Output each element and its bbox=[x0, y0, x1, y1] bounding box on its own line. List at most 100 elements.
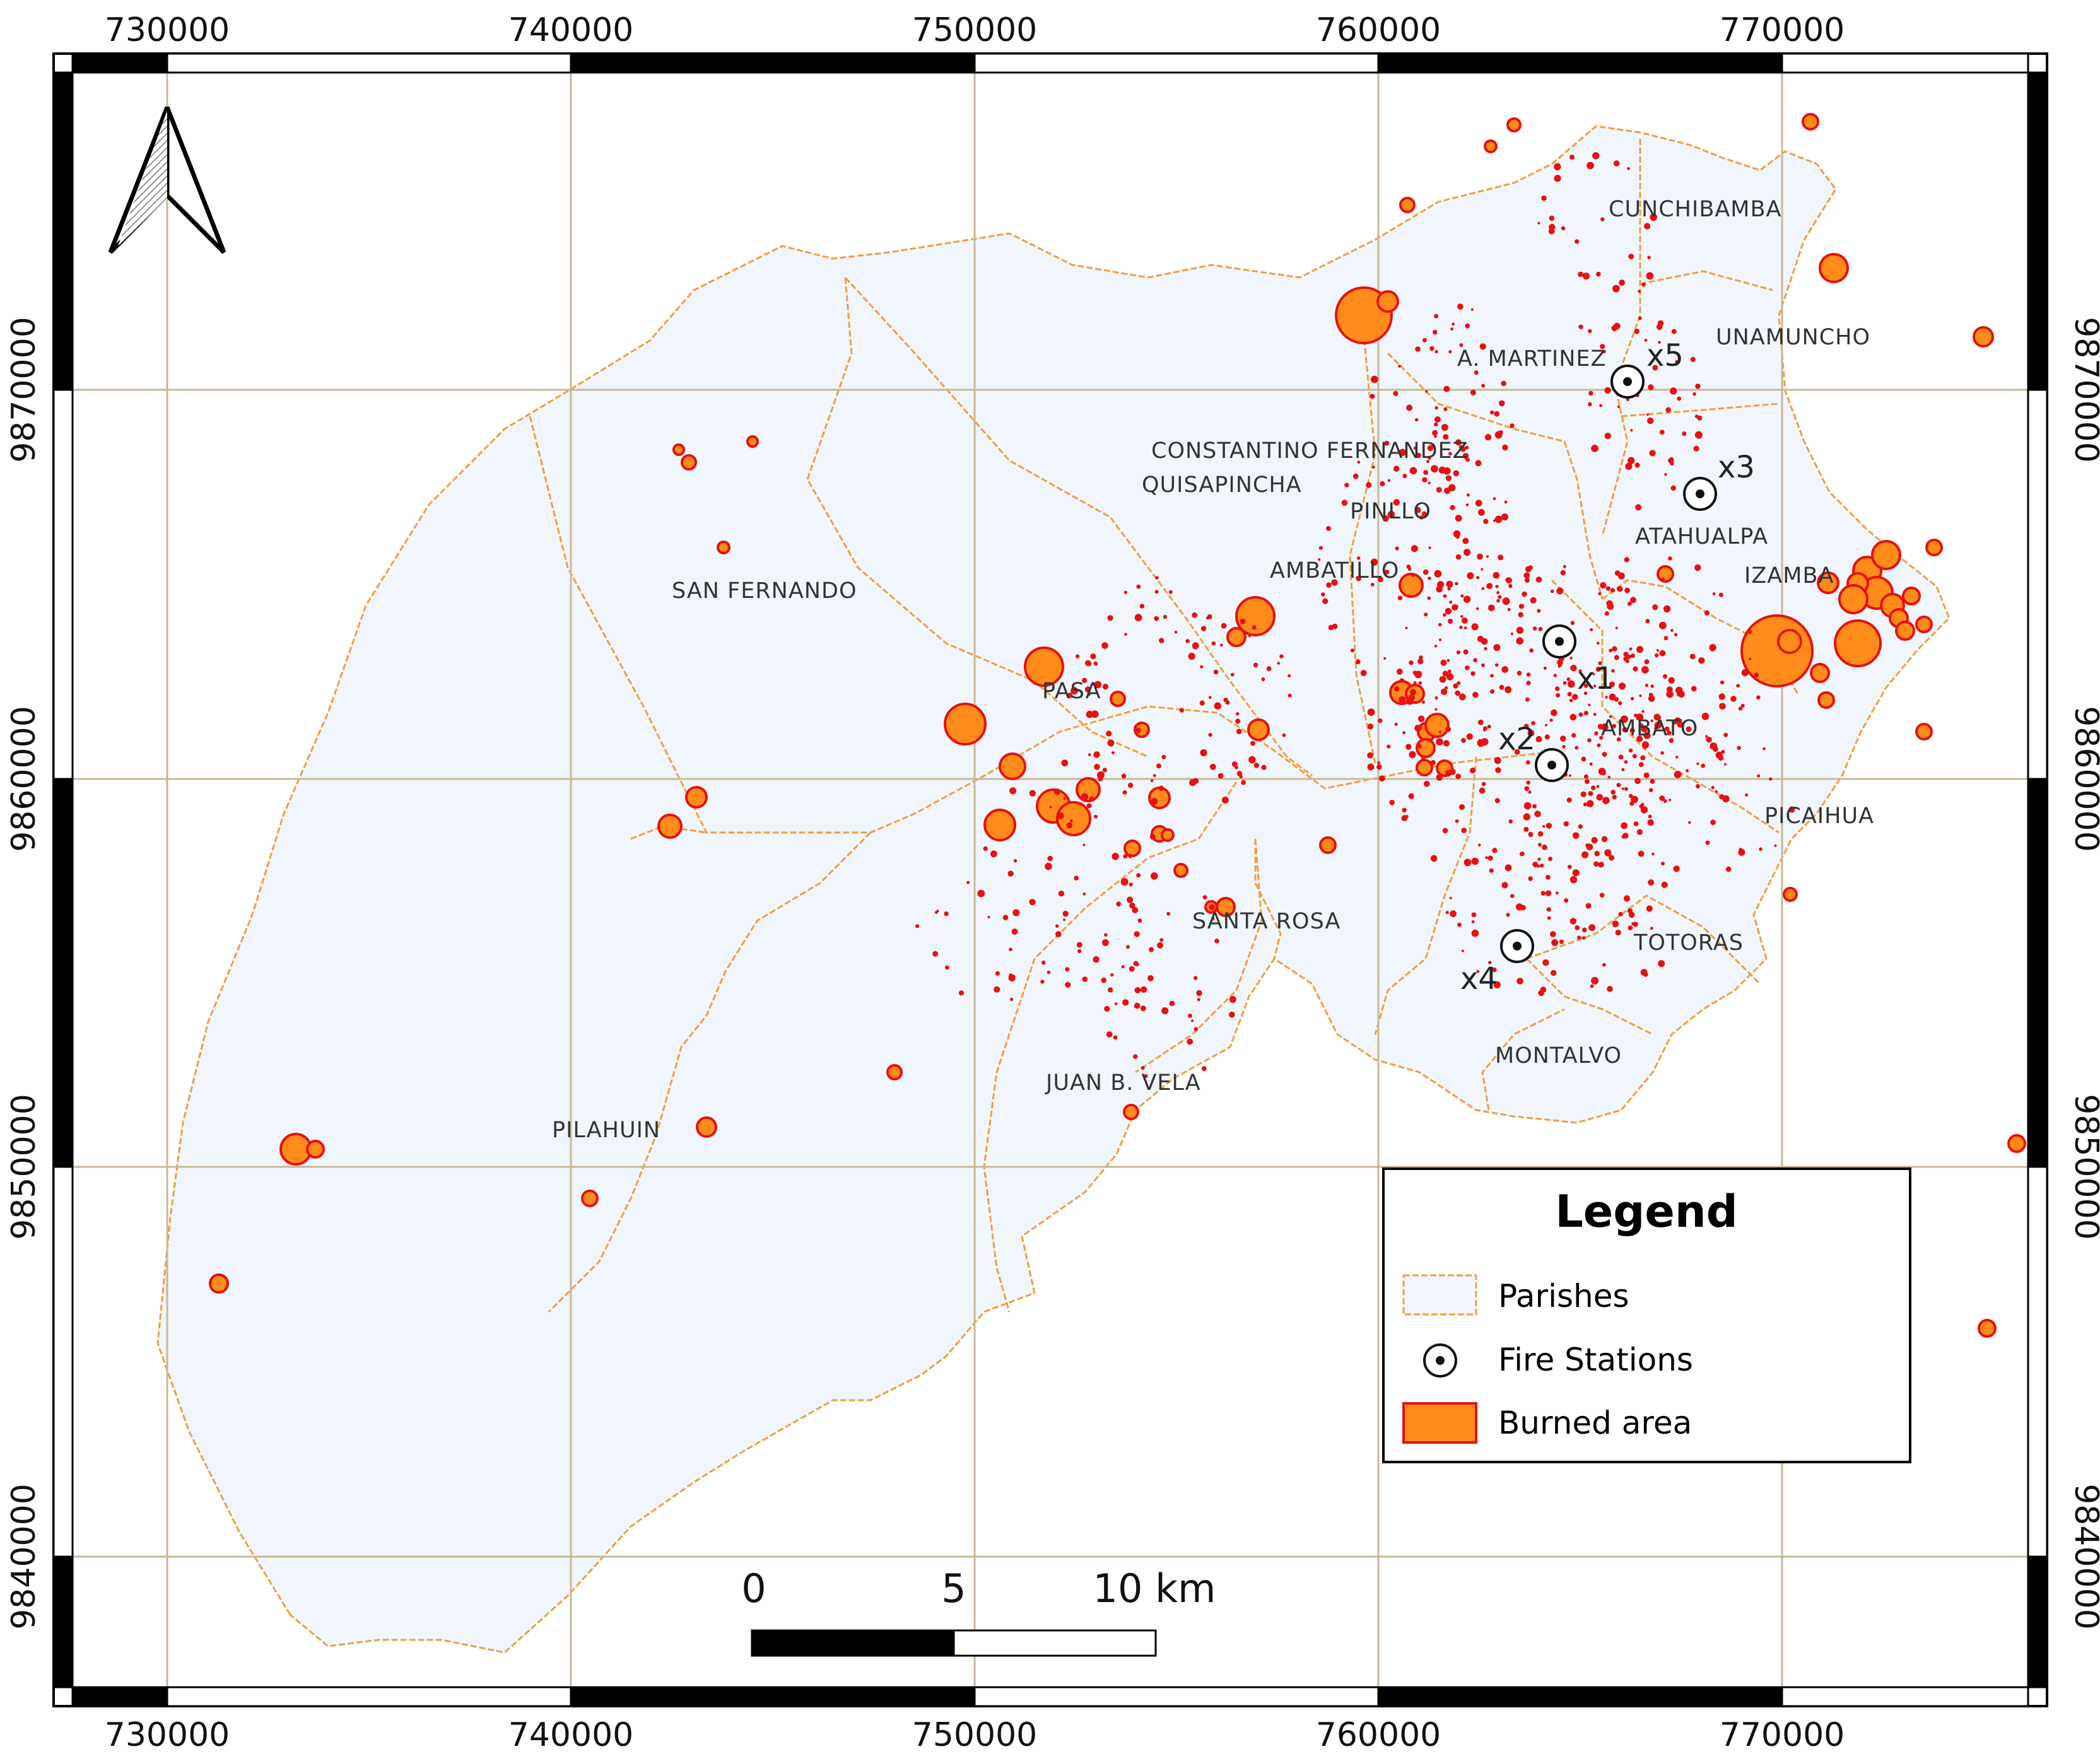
burned-dot bbox=[1071, 687, 1078, 695]
burned-dot bbox=[1464, 549, 1471, 556]
burned-dot bbox=[990, 850, 997, 858]
burned-area bbox=[696, 1116, 717, 1138]
burned-dot bbox=[1449, 896, 1452, 899]
burned-dot bbox=[1493, 981, 1501, 988]
burned-dot bbox=[1494, 411, 1500, 417]
burned-dot bbox=[1593, 713, 1597, 717]
burned-dot bbox=[1161, 1007, 1169, 1015]
burned-dot bbox=[1656, 649, 1659, 652]
burned-dot bbox=[1596, 785, 1600, 788]
burned-area bbox=[999, 752, 1026, 780]
burned-dot bbox=[1409, 660, 1414, 665]
burned-area bbox=[685, 786, 708, 809]
burned-dot bbox=[1387, 744, 1391, 749]
burned-dot bbox=[1261, 764, 1267, 770]
burned-dot bbox=[1465, 445, 1469, 450]
burned-dot bbox=[1402, 474, 1407, 479]
burned-dot bbox=[1382, 515, 1389, 522]
burned-dot bbox=[1477, 843, 1481, 847]
burned-dot bbox=[1179, 708, 1185, 713]
burned-dot bbox=[1538, 990, 1544, 997]
burned-dot bbox=[1438, 730, 1442, 734]
burned-dot bbox=[1628, 925, 1633, 930]
burned-dot bbox=[1483, 518, 1489, 524]
burned-dot bbox=[1393, 465, 1400, 472]
burned-dot bbox=[1434, 422, 1438, 427]
burned-dot bbox=[1657, 320, 1664, 327]
burned-dot bbox=[1570, 665, 1574, 669]
burned-dot bbox=[1410, 689, 1417, 696]
burned-dot bbox=[1456, 650, 1461, 655]
burned-dot bbox=[1581, 936, 1586, 940]
burned-dot bbox=[1155, 576, 1159, 580]
burned-dot bbox=[1446, 580, 1453, 588]
burned-dot bbox=[1658, 715, 1662, 719]
burned-dot bbox=[1600, 217, 1605, 221]
burned-dot bbox=[1696, 784, 1700, 788]
burned-dot bbox=[1356, 575, 1361, 582]
burned-dot bbox=[1609, 681, 1615, 687]
burned-dot bbox=[1452, 322, 1455, 326]
burned-dot bbox=[1261, 677, 1265, 681]
burned-dot bbox=[1481, 663, 1485, 667]
burned-dot bbox=[1718, 693, 1725, 700]
burned-dot bbox=[1082, 843, 1086, 846]
burned-dot bbox=[1150, 779, 1154, 783]
burned-dot bbox=[1569, 918, 1576, 925]
burned-dot bbox=[1443, 407, 1448, 411]
burned-dot bbox=[1159, 938, 1164, 942]
burned-dot bbox=[1446, 658, 1450, 662]
burned-area bbox=[1161, 828, 1175, 842]
map-frame bbox=[52, 52, 2048, 1707]
burned-dot bbox=[1607, 775, 1610, 779]
burned-area bbox=[1319, 836, 1337, 854]
burned-dot bbox=[1127, 782, 1134, 788]
fire-station-icon bbox=[1423, 1343, 1457, 1378]
burned-dot bbox=[1670, 738, 1674, 741]
burned-dot bbox=[1648, 788, 1653, 792]
x-tick-label-top: 740000 bbox=[508, 11, 634, 49]
burned-dot bbox=[1648, 879, 1655, 886]
burned-dot bbox=[1549, 215, 1555, 221]
burned-dot bbox=[1715, 790, 1718, 793]
burned-dot bbox=[1448, 452, 1452, 456]
burned-dot bbox=[1590, 628, 1593, 631]
burned-dot bbox=[1526, 780, 1530, 785]
burned-dot bbox=[1593, 684, 1597, 687]
burned-dot bbox=[1725, 866, 1732, 872]
burned-dot bbox=[1094, 764, 1100, 770]
burned-dot bbox=[1504, 500, 1508, 504]
burned-dot bbox=[1492, 967, 1497, 973]
burned-dot bbox=[1532, 804, 1537, 809]
burned-dot bbox=[1599, 404, 1603, 407]
burned-dot bbox=[1434, 696, 1438, 700]
burned-dot bbox=[944, 965, 949, 970]
burned-dot bbox=[1066, 822, 1073, 829]
burned-dot bbox=[1580, 791, 1587, 797]
burned-dot bbox=[1055, 931, 1062, 937]
burned-dot bbox=[1076, 942, 1082, 948]
burned-dot bbox=[1494, 663, 1499, 667]
burned-dot bbox=[1671, 329, 1677, 334]
burned-dot bbox=[1446, 673, 1454, 681]
burned-dot bbox=[1670, 485, 1676, 491]
burned-dot bbox=[1612, 646, 1617, 652]
burned-area bbox=[1810, 663, 1830, 683]
burned-dot bbox=[1479, 787, 1486, 794]
burned-dot bbox=[1736, 684, 1740, 688]
burned-dot bbox=[1133, 1054, 1138, 1059]
burned-dot bbox=[1588, 924, 1596, 931]
burned-dot bbox=[1572, 694, 1578, 700]
burned-dot bbox=[1445, 475, 1452, 481]
burned-dot bbox=[1697, 433, 1702, 438]
burned-dot bbox=[1450, 505, 1455, 511]
burned-dot bbox=[1543, 666, 1547, 670]
burned-dot bbox=[1458, 804, 1465, 810]
burned-dot bbox=[1422, 337, 1427, 342]
burned-dot bbox=[1723, 763, 1727, 766]
burned-dot bbox=[1612, 284, 1620, 293]
parish-label-cunchibamba: CUNCHIBAMBA bbox=[1609, 197, 1781, 222]
burned-dot bbox=[1494, 798, 1500, 804]
burned-dot bbox=[1618, 911, 1623, 916]
burned-dot bbox=[1609, 693, 1616, 701]
